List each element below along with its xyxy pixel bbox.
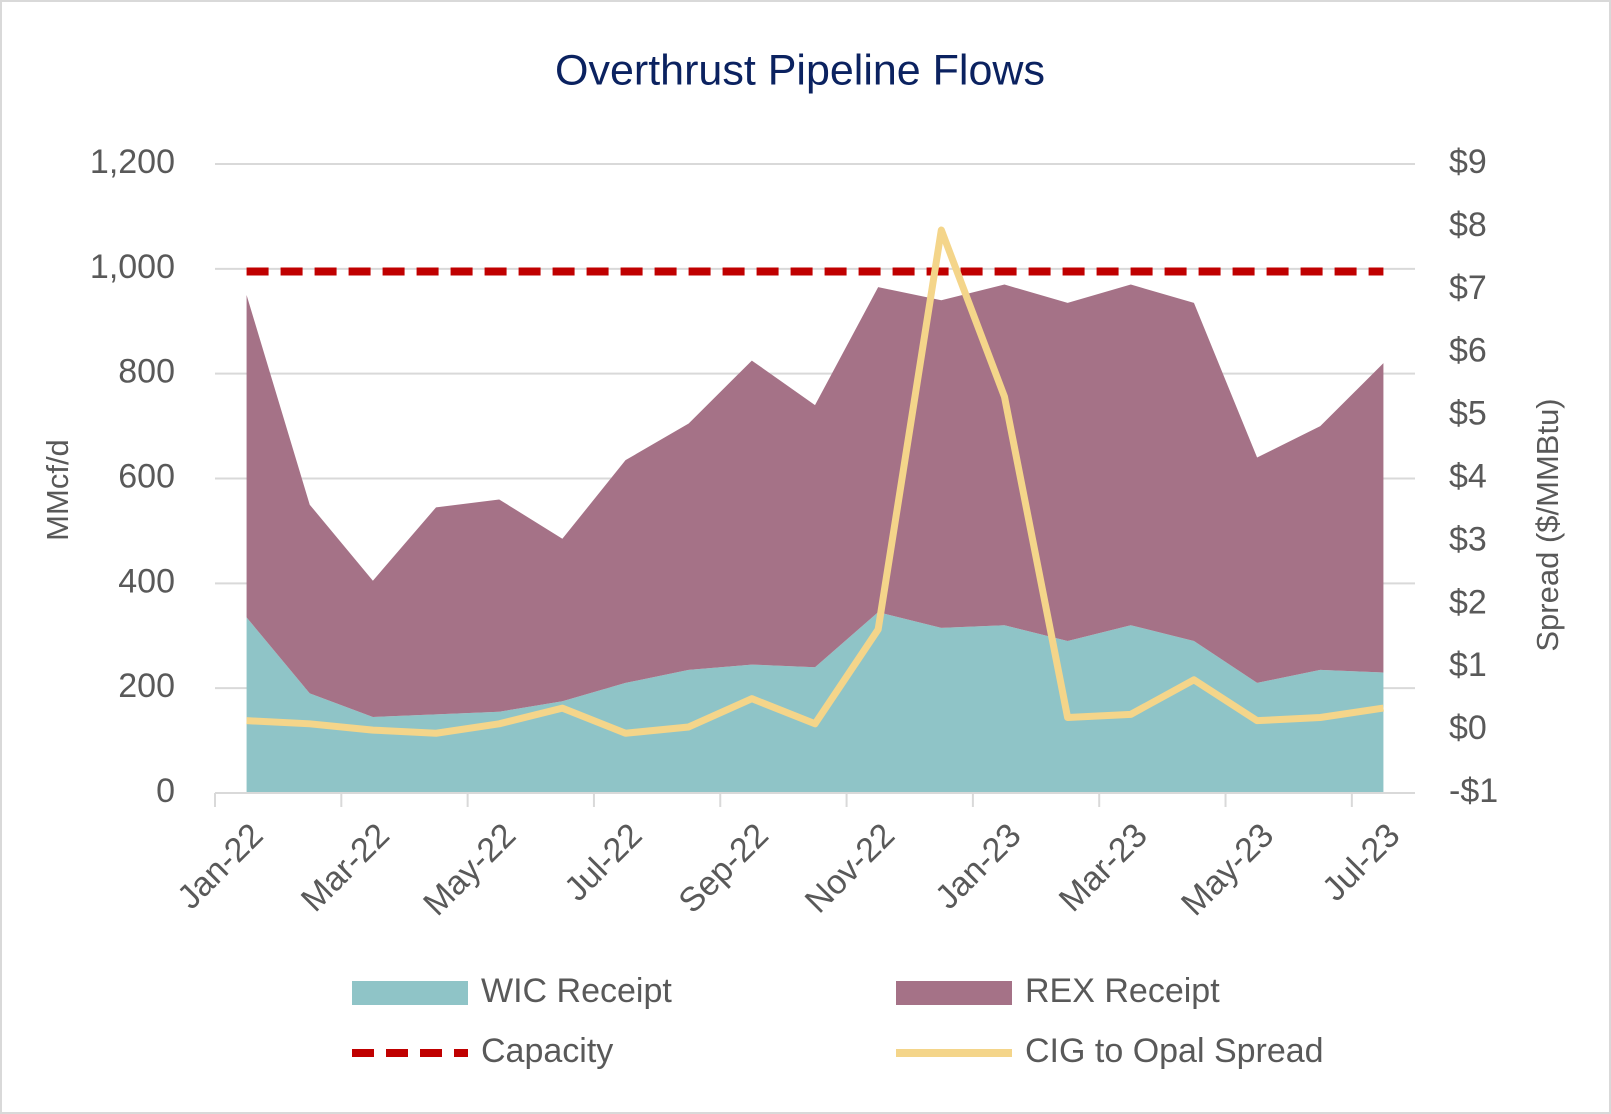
y-tick-label: 600 <box>118 457 175 495</box>
legend-label: Capacity <box>481 1032 613 1070</box>
line <box>246 226 1384 737</box>
y-tick-label: 1,000 <box>90 248 175 286</box>
y-tick-label: 1,200 <box>90 143 175 181</box>
y2-tick-label: $5 <box>1449 395 1487 433</box>
y2-tick-label: $7 <box>1449 269 1487 307</box>
y-tick-label: 200 <box>118 667 175 705</box>
legend-label: CIG to Opal Spread <box>1025 1032 1324 1070</box>
y-tick-label: 0 <box>156 772 175 810</box>
area <box>246 612 1384 793</box>
y2-tick-label: -$1 <box>1449 772 1498 810</box>
y2-tick-label: $1 <box>1449 646 1487 684</box>
y2-tick-label: $0 <box>1449 709 1487 747</box>
y-axis-label: MMcf/d <box>40 439 75 541</box>
y2-tick-label: $9 <box>1449 143 1487 181</box>
y2-tick-label: $4 <box>1449 457 1487 495</box>
legend-swatch <box>352 981 468 1005</box>
y2-tick-label: $2 <box>1449 583 1487 621</box>
y2-tick-label: $3 <box>1449 520 1487 558</box>
chart-title: Overthrust Pipeline Flows <box>555 46 1045 94</box>
y2-axis-label: Spread ($/MMBtu) <box>1530 398 1565 651</box>
y-tick-label: 800 <box>118 353 175 391</box>
y2-tick-label: $6 <box>1449 332 1487 370</box>
y2-tick-label: $8 <box>1449 206 1487 244</box>
legend-label: WIC Receipt <box>481 972 672 1010</box>
legend-label: REX Receipt <box>1025 972 1220 1010</box>
area <box>246 284 1384 717</box>
legend-swatch <box>896 981 1012 1005</box>
y-tick-label: 400 <box>118 562 175 600</box>
